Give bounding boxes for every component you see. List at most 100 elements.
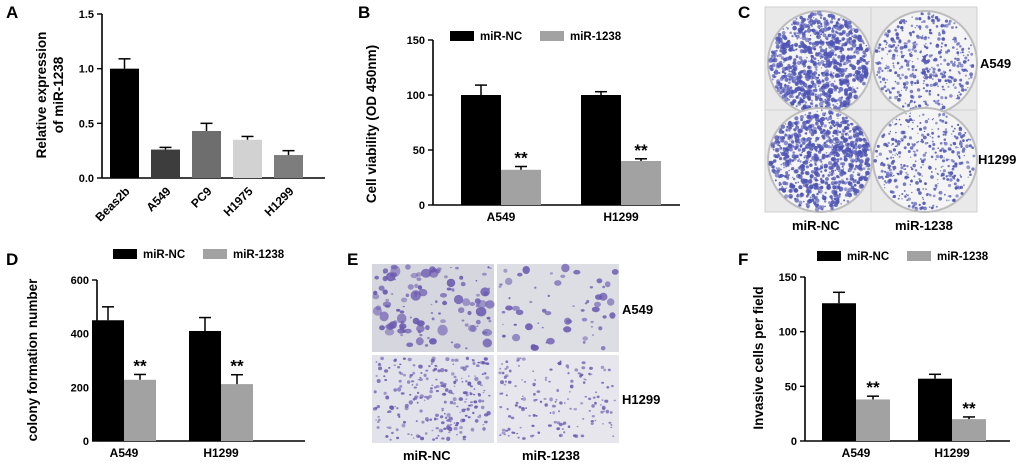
colony-dot	[956, 178, 960, 182]
stained-cell	[467, 375, 470, 377]
colony-dot	[830, 74, 835, 79]
colony-dot	[855, 161, 858, 163]
colony-dot	[865, 166, 867, 168]
colony-dot	[913, 119, 915, 122]
stained-cell	[548, 380, 551, 383]
stained-cell	[465, 356, 469, 361]
stained-cell	[546, 337, 555, 345]
colony-dot	[819, 39, 822, 41]
colony-dot	[892, 64, 895, 67]
y-tick-label: 50	[785, 381, 797, 393]
stained-cell	[522, 395, 524, 397]
colony-dot	[952, 165, 955, 168]
colony-dot	[794, 147, 797, 151]
colony-dot	[801, 164, 805, 168]
colony-dot	[814, 162, 816, 165]
colony-dot	[813, 176, 818, 181]
colony-dot	[835, 197, 840, 202]
colony-dot	[946, 62, 950, 66]
colony-dot	[794, 116, 799, 121]
colony-dot	[812, 63, 816, 67]
colony-dot	[915, 181, 919, 185]
colony-dot	[899, 142, 901, 144]
colony-dot	[894, 95, 898, 100]
colony-dot	[934, 184, 938, 188]
colony-dot	[781, 185, 784, 188]
colony-dot	[777, 32, 782, 37]
colony-dot	[806, 28, 812, 33]
colony-dot	[809, 163, 813, 167]
colony-dot	[949, 143, 953, 147]
colony-dot	[830, 44, 832, 46]
colony-dot	[822, 194, 824, 197]
colony-dot	[822, 53, 824, 56]
colony-dot	[865, 44, 867, 47]
colony-dot	[970, 64, 975, 68]
y-tick-label: 50	[413, 145, 425, 157]
stained-cell	[532, 382, 536, 386]
stained-cell	[602, 407, 605, 410]
colony-dot	[914, 82, 917, 85]
stained-cell	[400, 334, 404, 337]
stained-cell	[602, 285, 606, 289]
colony-dot	[933, 99, 936, 103]
colony-dot	[966, 70, 969, 72]
colony-dot	[813, 12, 817, 16]
colony-dot	[800, 89, 804, 92]
colony-dot	[888, 132, 891, 135]
stained-cell	[479, 360, 484, 365]
colony-dot	[930, 54, 933, 57]
colony-dot	[862, 50, 867, 55]
colony-dot	[847, 47, 851, 51]
colony-dot	[797, 90, 800, 92]
colony-dot	[920, 138, 924, 141]
colony-dot	[809, 187, 812, 191]
colony-dot	[800, 42, 805, 47]
colony-dot	[937, 68, 941, 72]
stained-cell	[474, 419, 479, 423]
colony-dot	[792, 61, 797, 65]
colony-dot	[826, 38, 829, 41]
colony-dot	[949, 94, 953, 98]
colony-dot	[803, 99, 806, 102]
colony-dot	[953, 135, 957, 138]
colony-dot	[792, 20, 797, 25]
colony-dot	[931, 136, 934, 139]
colony-dot	[780, 187, 785, 192]
colony-dot	[857, 126, 862, 132]
colony-dot	[882, 163, 886, 167]
colony-dot	[830, 169, 835, 173]
colony-dot	[834, 169, 837, 172]
stained-cell	[453, 380, 457, 384]
colony-dot	[944, 121, 948, 124]
colony-dot	[885, 175, 887, 178]
colony-dot	[821, 208, 824, 211]
stained-cell	[488, 319, 492, 323]
stained-cell	[563, 402, 566, 404]
stained-cell	[481, 373, 484, 376]
colony-dot	[814, 157, 819, 162]
stained-cell	[543, 397, 547, 400]
stained-cell	[380, 356, 384, 361]
colony-dot	[825, 47, 828, 50]
colony-dot	[971, 147, 974, 149]
colony-dot	[952, 63, 956, 67]
significance-marker: **	[230, 357, 244, 376]
stained-cell	[389, 438, 392, 441]
colony-dot	[932, 14, 935, 16]
colony-dot	[831, 144, 834, 146]
stained-cell	[477, 361, 481, 364]
stained-cell	[399, 372, 403, 375]
colony-dot	[817, 145, 821, 149]
stained-cell	[588, 372, 591, 375]
stained-cell	[378, 362, 381, 366]
colony-dot	[825, 154, 829, 158]
colony-dot	[954, 86, 957, 89]
colony-dot	[932, 67, 936, 71]
colony-dot	[844, 126, 848, 129]
stained-cell	[484, 413, 489, 417]
stained-cell	[435, 437, 439, 440]
y-tick-label: 0.0	[79, 173, 94, 185]
stained-cell	[383, 391, 387, 395]
colony-dot	[909, 146, 914, 150]
